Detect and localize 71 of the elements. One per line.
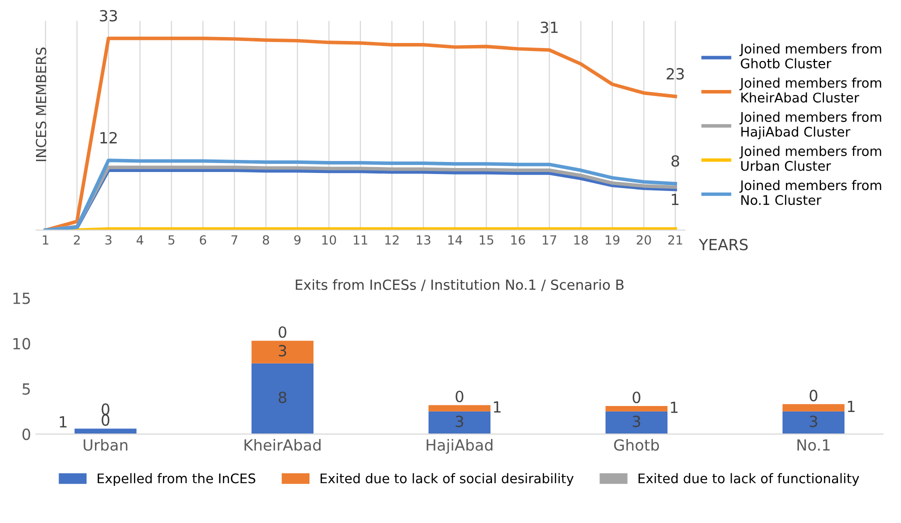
data-label: 33 (100, 10, 117, 22)
legend-label: Exited due to lack of functionality (638, 473, 860, 486)
legend-label: Joined members from Ghotb Cluster (739, 43, 882, 68)
bar (428, 411, 490, 434)
x-tick-label: 9 (294, 235, 301, 245)
data-label: 8 (278, 392, 286, 404)
legend-label: Joined members from HajiAbad Cluster (739, 112, 882, 140)
data-label: 1 (60, 416, 66, 428)
x-tick-label: 15 (480, 235, 494, 245)
bar (252, 340, 314, 364)
chart-title: Exits from InCESs / Institution No.1 / Scenario B (296, 279, 624, 292)
x-axis-title: YEARS (698, 238, 748, 250)
data-label: 3 (456, 416, 464, 428)
bar (428, 405, 490, 412)
data-label: 0 (102, 414, 110, 426)
legend-label: Joined members from Urban Cluster (739, 146, 882, 171)
bar (782, 411, 844, 434)
x-tick-label: 12 (385, 235, 399, 244)
x-tick-label: 5 (168, 235, 174, 245)
bar (74, 428, 136, 434)
x-tick-label: HajiAbad (426, 438, 492, 454)
x-tick-label: 14 (448, 235, 462, 244)
x-tick-label: 8 (262, 235, 270, 245)
x-tick-label: 6 (200, 235, 206, 245)
bar (606, 411, 668, 434)
legend-label: Expelled from the InCES (98, 473, 256, 486)
x-tick-label: 19 (606, 235, 620, 245)
data-label: 0 (278, 326, 286, 338)
y-tick-label: 15 (13, 292, 30, 304)
x-tick-label: 18 (574, 235, 588, 245)
x-tick-label: KheirAbad (244, 438, 321, 451)
y-tick-label: 10 (13, 338, 30, 350)
data-label: 3 (632, 416, 640, 428)
x-tick-label: 3 (105, 235, 112, 245)
data-label: 3 (278, 344, 286, 356)
data-label: 1 (670, 402, 678, 413)
x-tick-label: No.1 (797, 439, 830, 451)
data-label: 12 (100, 132, 117, 144)
data-label: 1 (494, 401, 501, 412)
y-tick-label: 5 (22, 383, 30, 395)
x-tick-label: 13 (416, 235, 430, 245)
data-label: 31 (540, 22, 558, 34)
data-label: 0 (456, 390, 464, 402)
legend-label: Joined members from KheirAbad Cluster (739, 78, 882, 103)
x-tick-label: 17 (542, 235, 556, 244)
x-tick-label: 2 (74, 235, 80, 244)
data-label: 0 (102, 403, 110, 415)
x-tick-label: 20 (636, 235, 651, 245)
x-tick-label: 16 (511, 235, 526, 245)
x-tick-label: 7 (231, 235, 238, 244)
data-label: 3 (810, 416, 818, 428)
x-tick-label: 10 (322, 235, 336, 245)
x-tick-label: 21 (668, 235, 682, 244)
x-tick-label: Urban (84, 438, 128, 451)
data-label: 0 (632, 392, 640, 404)
x-tick-label: 4 (136, 235, 144, 244)
data-label: 0 (810, 390, 818, 402)
bar (782, 404, 844, 412)
x-tick-label: 11 (354, 235, 368, 244)
data-label: 8 (671, 155, 680, 167)
legend-label: Exited due to lack of social desirability (320, 473, 574, 486)
data-label: 23 (666, 68, 684, 80)
data-label: 1 (848, 400, 855, 412)
bar (252, 363, 314, 434)
legend-label: Joined members from No.1 Cluster (739, 180, 882, 206)
annotation: 1 (672, 194, 678, 206)
y-tick-label: 0 (22, 428, 30, 440)
x-tick-label: 1 (42, 235, 48, 244)
y-axis-title: INCES MEMBERS (36, 48, 46, 162)
x-tick-label: Ghotb (614, 438, 659, 451)
bar (606, 406, 668, 412)
